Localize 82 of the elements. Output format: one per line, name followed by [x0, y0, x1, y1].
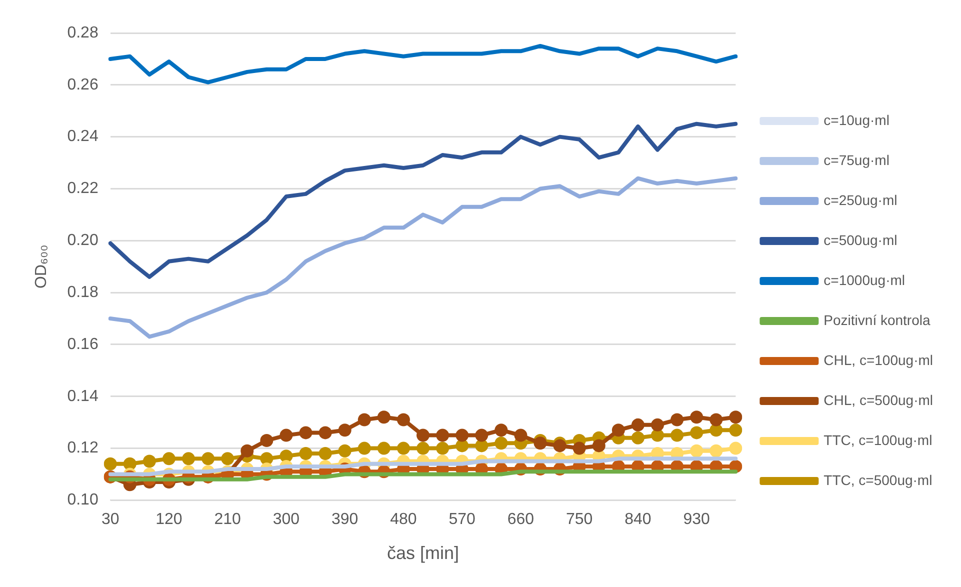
- point: [240, 444, 254, 458]
- point: [299, 426, 312, 440]
- point: [104, 457, 117, 470]
- point: [612, 424, 625, 437]
- legend-label: c=250ug·ml: [824, 192, 898, 208]
- point: [475, 428, 488, 442]
- x-tick-label: 30: [101, 511, 120, 528]
- point: [260, 434, 274, 447]
- point: [651, 418, 664, 432]
- point: [358, 442, 371, 455]
- point: [494, 436, 508, 450]
- point: [592, 439, 606, 452]
- y-tick-label: 0.22: [67, 180, 98, 198]
- point: [710, 413, 723, 426]
- x-tick-label: 750: [566, 511, 593, 528]
- point: [436, 428, 450, 442]
- point: [416, 442, 430, 455]
- y-tick-label: 0.28: [67, 24, 98, 42]
- point: [690, 426, 704, 440]
- point: [162, 452, 176, 466]
- x-tick-label: 840: [624, 511, 652, 528]
- point: [729, 442, 742, 455]
- y-tick-label: 0.12: [67, 440, 98, 457]
- point: [690, 444, 704, 458]
- y-tick-label: 0.24: [67, 128, 98, 146]
- point: [436, 442, 450, 455]
- point: [670, 413, 684, 426]
- x-tick-label: 120: [156, 511, 182, 528]
- legend-label: CHL, c=100ug·ml: [824, 352, 933, 368]
- point: [318, 446, 332, 460]
- y-tick-label: 0.18: [67, 284, 98, 301]
- point: [142, 454, 156, 468]
- legend-label: CHL, c=500ug·ml: [824, 392, 933, 408]
- point: [338, 424, 352, 437]
- point: [416, 428, 430, 442]
- x-tick-label: 480: [390, 511, 417, 528]
- point: [553, 439, 566, 452]
- point: [690, 410, 704, 424]
- point: [534, 436, 547, 450]
- point: [358, 413, 371, 426]
- point: [631, 431, 644, 444]
- x-tick-label: 660: [507, 511, 534, 528]
- legend-label: Pozitivní kontrola: [824, 312, 930, 328]
- y-tick-label: 0.14: [67, 388, 98, 405]
- y-tick-label: 0.16: [67, 336, 98, 353]
- legend-label: c=1000ug·ml: [824, 272, 905, 288]
- point: [377, 442, 390, 455]
- point: [572, 442, 586, 455]
- point: [202, 452, 215, 466]
- point: [396, 413, 410, 426]
- point: [318, 426, 332, 440]
- point: [729, 410, 742, 424]
- y-tick-label: 0.26: [67, 76, 98, 94]
- y-tick-label: 0.10: [67, 492, 98, 509]
- point: [729, 424, 742, 437]
- x-tick-label: 930: [683, 511, 710, 528]
- x-tick-label: 210: [214, 511, 242, 528]
- y-tick-label: 0.20: [67, 232, 98, 250]
- point: [456, 428, 469, 442]
- legend-label: c=75ug·ml: [824, 152, 890, 168]
- point: [280, 428, 293, 442]
- point: [260, 452, 274, 466]
- point: [396, 442, 410, 455]
- legend-label: c=10ug·ml: [824, 112, 890, 128]
- point: [377, 410, 390, 424]
- point: [338, 444, 352, 458]
- x-tick-label: 390: [331, 511, 358, 528]
- x-tick-label: 570: [448, 511, 476, 528]
- x-tick-label: 300: [272, 511, 300, 528]
- point: [494, 424, 508, 437]
- point: [670, 428, 684, 442]
- y-axis-title: OD₆₀₀: [33, 244, 50, 288]
- legend-label: TTC, c=100ug·ml: [824, 432, 932, 448]
- point: [299, 446, 312, 460]
- legend-label: c=500ug·ml: [824, 232, 898, 248]
- point: [182, 452, 196, 466]
- point: [710, 444, 723, 458]
- point: [221, 452, 234, 466]
- x-axis-title: čas [min]: [386, 543, 460, 564]
- legend-label: TTC, c=500ug·ml: [824, 472, 932, 488]
- point: [514, 428, 528, 442]
- point: [631, 418, 644, 432]
